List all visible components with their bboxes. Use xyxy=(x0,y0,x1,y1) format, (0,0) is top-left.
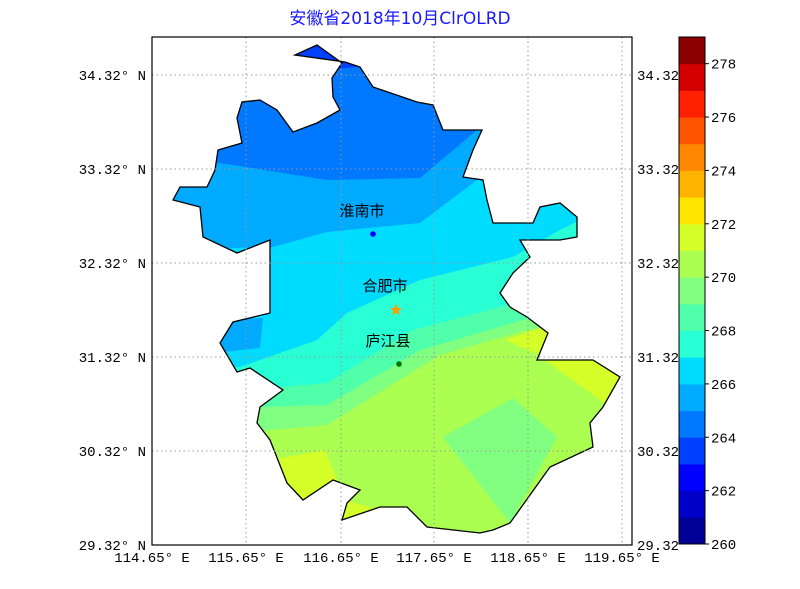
lat-label-left: 33.32° N xyxy=(79,163,146,179)
province-outline xyxy=(172,44,621,534)
city-label: 合肥市 xyxy=(362,277,407,295)
lon-label: 118.65° E xyxy=(490,551,566,567)
contour-band xyxy=(173,45,620,180)
lat-label-right: 29.32 xyxy=(637,539,679,555)
colorbar-swatch xyxy=(679,170,705,198)
lon-label: 116.65° E xyxy=(303,551,379,567)
colorbar-swatch xyxy=(679,117,705,145)
city-label: 淮南市 xyxy=(339,202,384,220)
axis-labels: 34.32° N 34.32 33.32° N 33.32 32.32° N 32.32 3… xyxy=(79,69,679,567)
lon-label: 114.65° E xyxy=(114,551,190,567)
colorbar-swatch xyxy=(679,250,705,278)
lat-label-right: 33.32 xyxy=(637,163,679,179)
colorbar-tick-label: 278 xyxy=(711,58,736,74)
lat-label-left: 34.32° N xyxy=(79,69,146,85)
lat-label-left: 30.32° N xyxy=(79,445,146,461)
city-dot-icon xyxy=(396,361,402,367)
colorbar: 260 262 264 266 268 270 272 274 276 278 xyxy=(678,36,736,554)
colorbar-tick-label: 266 xyxy=(711,378,736,394)
lon-label: 117.65° E xyxy=(396,551,472,567)
lat-label-right: 31.32 xyxy=(637,351,679,367)
colorbar-swatch xyxy=(679,223,705,251)
colorbar-swatch xyxy=(679,63,705,91)
city-label: 庐江县 xyxy=(365,332,410,350)
colorbar-tick-label: 260 xyxy=(711,538,736,554)
lat-label-left: 32.32° N xyxy=(79,257,146,273)
colorbar-swatch xyxy=(679,463,705,492)
lon-label: 115.65° E xyxy=(208,551,284,567)
colorbar-tick-label: 272 xyxy=(711,218,736,234)
colorbar-swatch xyxy=(679,437,705,465)
lon-label: 119.65° E xyxy=(584,551,660,567)
lat-label-left: 29.32° N xyxy=(79,539,146,555)
colorbar-swatch xyxy=(679,330,705,358)
map-title: 安徽省2018年10月ClrOLRD xyxy=(289,9,511,29)
colorbar-swatch xyxy=(679,197,705,225)
colorbar-swatch xyxy=(679,277,705,305)
colorbar-swatch xyxy=(679,303,705,332)
colorbar-swatch xyxy=(679,410,705,438)
colorbar-tick-label: 270 xyxy=(711,271,736,287)
colorbar-tick-label: 262 xyxy=(711,485,736,501)
colorbar-swatch xyxy=(679,143,705,171)
colorbar-swatch xyxy=(679,383,705,412)
lat-label-right: 30.32 xyxy=(637,445,679,461)
grid-lines xyxy=(152,37,632,545)
colorbar-frame xyxy=(678,36,706,545)
colorbar-tick-label: 276 xyxy=(711,111,736,127)
colorbar-swatch xyxy=(679,490,705,518)
lat-label-left: 31.32° N xyxy=(79,351,146,367)
colorbar-tick-label: 274 xyxy=(711,164,736,180)
city-dot-icon xyxy=(370,231,376,237)
colorbar-tick-label: 268 xyxy=(711,325,736,341)
lat-label-right: 32.32 xyxy=(637,257,679,273)
city-star-icon xyxy=(389,303,403,316)
colorbar-swatch xyxy=(679,517,705,545)
lat-label-right: 34.32 xyxy=(637,69,679,85)
colorbar-tick-label: 264 xyxy=(711,431,736,447)
colorbar-swatch xyxy=(679,90,705,118)
map-frame xyxy=(151,36,633,546)
colorbar-swatch xyxy=(679,357,705,385)
colorbar-swatch xyxy=(679,37,705,65)
